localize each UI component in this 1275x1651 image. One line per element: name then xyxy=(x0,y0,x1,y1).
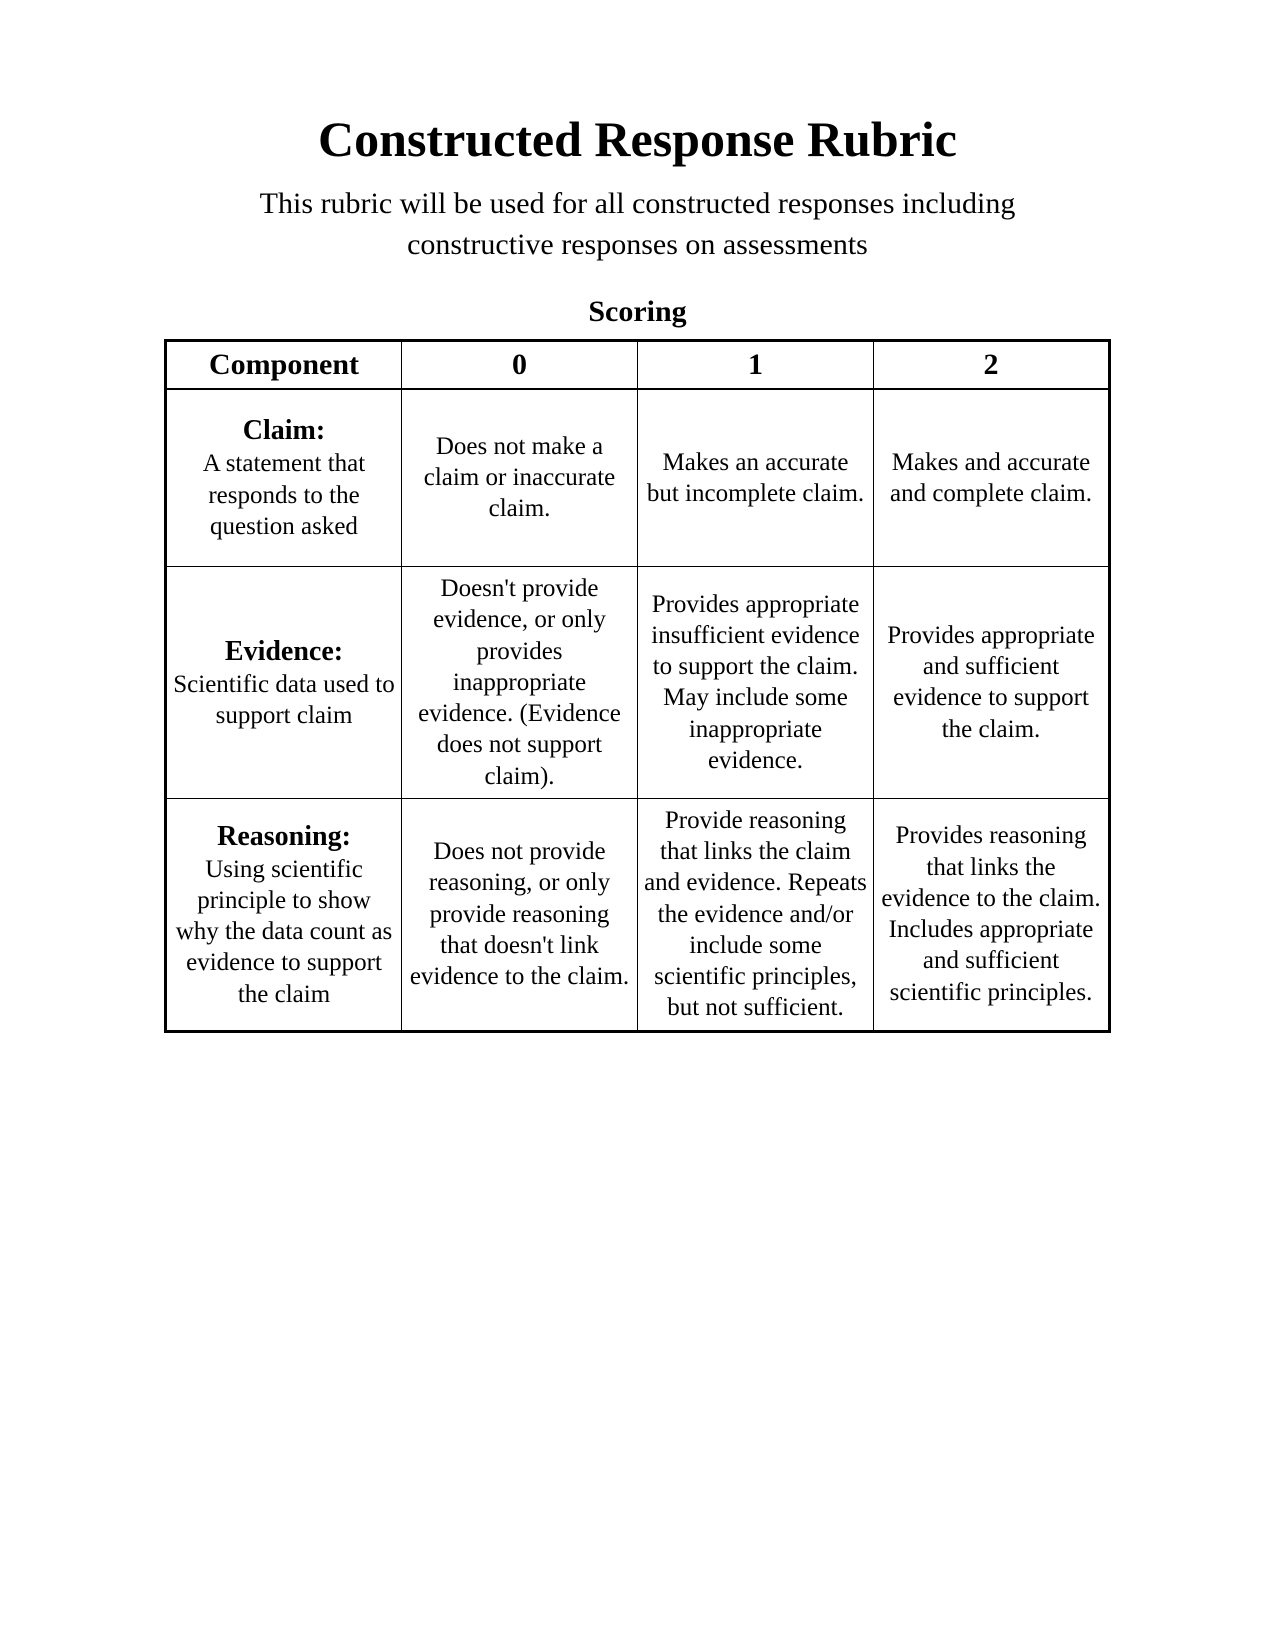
score-cell: Makes an accurate but incomplete claim. xyxy=(638,389,874,567)
score-cell: Does not make a claim or inaccurate clai… xyxy=(402,389,638,567)
component-desc: A statement that responds to the questio… xyxy=(173,448,395,542)
table-row: Claim: A statement that responds to the … xyxy=(166,389,1110,567)
header-component: Component xyxy=(166,341,402,389)
rubric-table: Component 0 1 2 Claim: A statement that … xyxy=(164,339,1111,1033)
component-name: Evidence: xyxy=(173,634,395,669)
score-cell: Provides appropriate and sufficient evid… xyxy=(874,567,1110,799)
component-desc: Scientific data used to support claim xyxy=(173,669,395,732)
component-desc: Using scientific principle to show why t… xyxy=(173,854,395,1010)
component-cell: Claim: A statement that responds to the … xyxy=(166,389,402,567)
page-title: Constructed Response Rubric xyxy=(120,110,1155,168)
page-subtitle: This rubric will be used for all constru… xyxy=(188,184,1088,265)
header-score-1: 1 xyxy=(638,341,874,389)
component-cell: Evidence: Scientific data used to suppor… xyxy=(166,567,402,799)
table-row: Reasoning: Using scientific principle to… xyxy=(166,798,1110,1031)
score-cell: Doesn't provide evidence, or only provid… xyxy=(402,567,638,799)
component-cell: Reasoning: Using scientific principle to… xyxy=(166,798,402,1031)
score-cell: Does not provide reasoning, or only prov… xyxy=(402,798,638,1031)
table-header-row: Component 0 1 2 xyxy=(166,341,1110,389)
table-row: Evidence: Scientific data used to suppor… xyxy=(166,567,1110,799)
component-name: Reasoning: xyxy=(173,819,395,854)
score-cell: Provides appropriate insufficient eviden… xyxy=(638,567,874,799)
page: Constructed Response Rubric This rubric … xyxy=(0,0,1275,1033)
score-cell: Provide reasoning that links the claim a… xyxy=(638,798,874,1031)
component-name: Claim: xyxy=(173,413,395,448)
score-cell: Makes and accurate and complete claim. xyxy=(874,389,1110,567)
header-score-0: 0 xyxy=(402,341,638,389)
score-cell: Provides reasoning that links the eviden… xyxy=(874,798,1110,1031)
scoring-heading: Scoring xyxy=(120,295,1155,329)
header-score-2: 2 xyxy=(874,341,1110,389)
